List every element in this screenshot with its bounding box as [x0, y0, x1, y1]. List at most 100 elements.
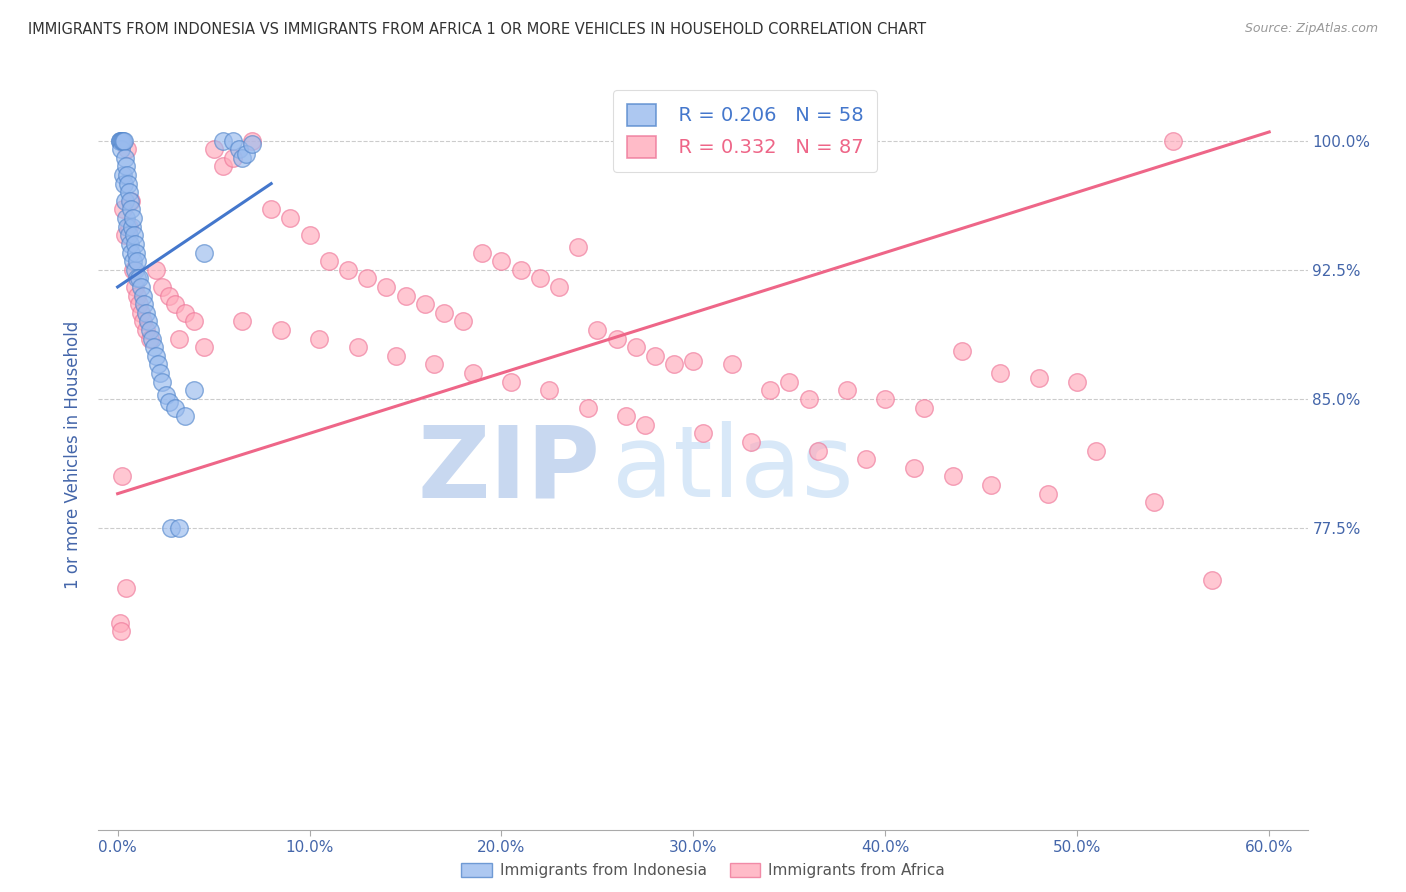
Point — [139, 332, 162, 346]
Point — [129, 280, 152, 294]
Point — [135, 323, 157, 337]
Point — [118, 228, 141, 243]
Point — [120, 245, 142, 260]
Point — [413, 297, 436, 311]
Point — [240, 134, 263, 148]
Point — [141, 332, 163, 346]
Point — [576, 401, 599, 415]
Point — [114, 228, 136, 243]
Point — [136, 314, 159, 328]
Point — [143, 340, 166, 354]
Point — [115, 168, 138, 182]
Point — [980, 478, 1002, 492]
Point — [950, 343, 973, 358]
Point — [112, 202, 135, 217]
Point — [855, 452, 877, 467]
Point — [586, 323, 609, 337]
Point — [120, 194, 142, 208]
Point — [308, 332, 330, 346]
Point — [1143, 495, 1166, 509]
Point — [529, 271, 551, 285]
Point — [941, 469, 963, 483]
Point — [110, 134, 132, 148]
Point — [385, 349, 408, 363]
Point — [461, 366, 484, 380]
Point — [145, 349, 167, 363]
Point — [114, 194, 136, 208]
Point — [423, 358, 446, 372]
Point — [614, 409, 637, 424]
Point — [115, 160, 138, 174]
Point — [165, 401, 187, 415]
Point — [624, 340, 647, 354]
Point — [110, 624, 132, 639]
Point — [112, 134, 135, 148]
Point — [110, 615, 132, 630]
Point — [124, 280, 146, 294]
Point — [139, 323, 162, 337]
Point — [298, 228, 321, 243]
Point — [1028, 371, 1050, 385]
Point — [260, 202, 283, 217]
Point — [122, 211, 145, 225]
Point — [720, 358, 742, 372]
Text: IMMIGRANTS FROM INDONESIA VS IMMIGRANTS FROM AFRICA 1 OR MORE VEHICLES IN HOUSEH: IMMIGRANTS FROM INDONESIA VS IMMIGRANTS … — [28, 22, 927, 37]
Point — [778, 375, 800, 389]
Point — [875, 392, 897, 406]
Point — [567, 240, 589, 254]
Point — [231, 151, 253, 165]
Point — [150, 280, 173, 294]
Point — [356, 271, 378, 285]
Point — [115, 219, 138, 234]
Point — [111, 134, 134, 148]
Point — [1066, 375, 1088, 389]
Point — [173, 409, 195, 424]
Point — [110, 134, 132, 148]
Point — [155, 388, 177, 402]
Point — [159, 288, 181, 302]
Point — [134, 297, 156, 311]
Point — [240, 136, 263, 151]
Point — [125, 245, 148, 260]
Point — [131, 288, 153, 302]
Point — [145, 262, 167, 277]
Point — [538, 384, 561, 398]
Point — [222, 151, 245, 165]
Point — [120, 236, 142, 251]
Point — [346, 340, 368, 354]
Point — [1161, 134, 1184, 148]
Point — [149, 366, 172, 380]
Point — [433, 306, 456, 320]
Point — [121, 219, 143, 234]
Point — [111, 469, 134, 483]
Point — [228, 142, 250, 156]
Point — [634, 417, 657, 432]
Point — [193, 245, 215, 260]
Point — [759, 384, 782, 398]
Y-axis label: 1 or more Vehicles in Household: 1 or more Vehicles in Household — [65, 321, 83, 589]
Point — [125, 271, 148, 285]
Point — [108, 134, 131, 148]
Point — [110, 142, 132, 156]
Point — [222, 134, 245, 148]
Point — [112, 168, 135, 182]
Point — [548, 280, 571, 294]
Point — [990, 366, 1012, 380]
Point — [128, 271, 150, 285]
Point — [797, 392, 820, 406]
Point — [125, 254, 148, 268]
Point — [125, 288, 148, 302]
Point — [509, 262, 531, 277]
Point — [644, 349, 666, 363]
Point — [117, 177, 139, 191]
Point — [212, 160, 235, 174]
Point — [212, 134, 235, 148]
Point — [129, 306, 152, 320]
Point — [451, 314, 474, 328]
Point — [1038, 486, 1060, 500]
Point — [183, 314, 205, 328]
Point — [394, 288, 416, 302]
Point — [118, 219, 141, 234]
Point — [183, 384, 205, 398]
Point — [146, 358, 169, 372]
